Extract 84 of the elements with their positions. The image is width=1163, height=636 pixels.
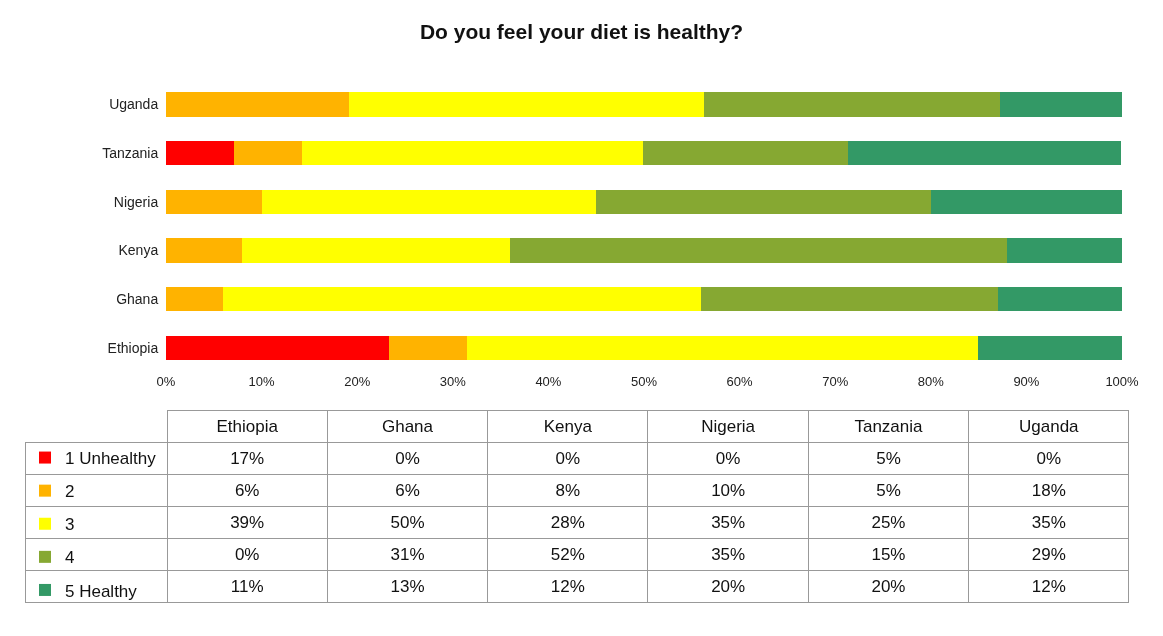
x-tick-label: 50%	[630, 374, 658, 389]
bar	[242, 238, 511, 263]
bar	[510, 238, 1008, 263]
bar	[166, 92, 349, 117]
text: 11%	[167, 570, 328, 603]
text: 12%	[487, 570, 648, 603]
x-tick-label: 30%	[439, 374, 467, 389]
text: 8%	[487, 474, 648, 507]
text: 0%	[327, 442, 488, 475]
bar	[301, 140, 644, 166]
bar	[704, 92, 1000, 117]
text: 31%	[327, 538, 488, 571]
text: 28%	[487, 506, 648, 539]
bar	[930, 189, 1122, 214]
x-tick-label: 70%	[822, 374, 849, 389]
text: 10%	[647, 474, 809, 507]
bar	[166, 286, 224, 312]
text: 39%	[167, 506, 328, 539]
y-tick-label: Tanzania	[102, 144, 159, 161]
bar	[388, 335, 468, 360]
x-tick-label: 100%	[1105, 374, 1140, 389]
text: 12%	[968, 570, 1129, 603]
category-label: Ghana	[327, 410, 488, 443]
text: 0%	[647, 442, 809, 475]
y-tick-label: Kenya	[118, 242, 159, 259]
bar	[166, 238, 243, 263]
y-tick-label: Ethiopia	[107, 339, 159, 356]
text: 35%	[968, 506, 1129, 539]
category-label: Tanzania	[808, 410, 969, 443]
bar	[166, 335, 389, 360]
x-tick-label: 80%	[917, 374, 945, 389]
text: 20%	[808, 570, 969, 603]
bar	[233, 140, 302, 166]
legend-label: 3	[65, 515, 75, 535]
text: 29%	[968, 538, 1129, 571]
text: 17%	[167, 442, 328, 475]
text: 0%	[968, 442, 1129, 475]
legend-label: 4	[65, 548, 75, 568]
bar	[977, 335, 1122, 360]
legend-label: 5 Healthy	[65, 581, 138, 601]
bar	[261, 189, 597, 214]
bar	[166, 189, 262, 214]
chart-title: Do you feel your diet is healthy?	[419, 20, 744, 44]
text: 52%	[487, 538, 648, 571]
bar	[223, 286, 702, 312]
bar	[643, 140, 848, 166]
bar	[1007, 238, 1122, 263]
y-tick-label: Nigeria	[113, 193, 159, 210]
y-tick-label: Uganda	[109, 96, 159, 113]
bar	[997, 286, 1122, 312]
text: 0%	[167, 538, 328, 571]
text: 18%	[968, 474, 1129, 507]
bar	[467, 335, 978, 360]
text: 25%	[808, 506, 969, 539]
text: 5%	[808, 474, 969, 507]
bar	[166, 140, 234, 166]
x-tick-label: 90%	[1013, 374, 1040, 389]
legend-label: 2	[65, 482, 75, 502]
text: 6%	[167, 474, 328, 507]
x-tick-label: 0%	[156, 374, 176, 389]
bar	[348, 92, 705, 117]
category-label: Uganda	[968, 410, 1129, 443]
text: 5%	[808, 442, 969, 475]
category-label: Ethiopia	[167, 410, 328, 443]
text: 50%	[327, 506, 488, 539]
bar	[847, 140, 1122, 166]
y-tick-label: Ghana	[116, 290, 159, 307]
x-tick-label: 40%	[535, 374, 562, 389]
category-label: Nigeria	[647, 410, 809, 443]
text: 13%	[327, 570, 488, 603]
legend-label: 1 Unhealthy	[65, 449, 157, 469]
bar	[999, 92, 1122, 117]
text: 20%	[647, 570, 809, 603]
x-tick-label: 10%	[248, 374, 276, 389]
category-label: Kenya	[487, 410, 648, 443]
bar	[596, 189, 931, 214]
text: 15%	[808, 538, 969, 571]
x-tick-label: 20%	[344, 374, 371, 389]
text: 35%	[647, 506, 809, 539]
bar	[701, 286, 998, 312]
x-tick-label: 60%	[726, 374, 754, 389]
text: 0%	[487, 442, 648, 475]
text: 35%	[647, 538, 809, 571]
text: 6%	[327, 474, 488, 507]
